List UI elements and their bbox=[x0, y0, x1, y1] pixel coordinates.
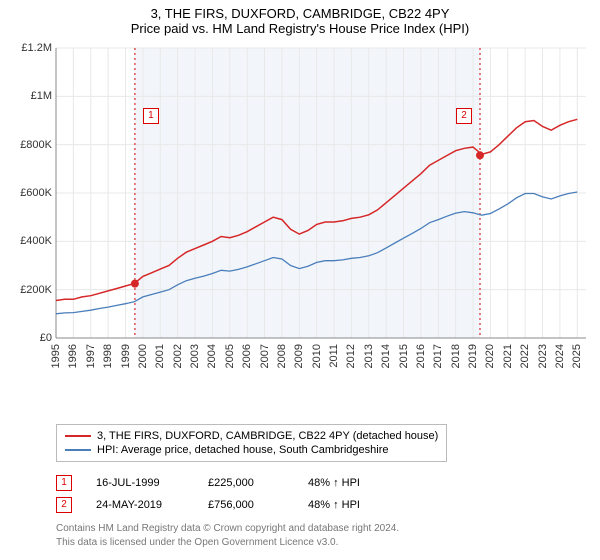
y-tick-label: £400K bbox=[20, 235, 52, 247]
x-tick-label: 2015 bbox=[398, 344, 410, 368]
y-tick-label: £200K bbox=[20, 284, 52, 296]
x-tick-label: 2013 bbox=[363, 344, 375, 368]
legend-swatch bbox=[65, 435, 91, 437]
event-badge: 1 bbox=[143, 108, 159, 124]
footnote-line-2: This data is licensed under the Open Gov… bbox=[56, 536, 590, 550]
y-tick-label: £0 bbox=[40, 332, 52, 344]
x-tick-label: 2003 bbox=[189, 344, 201, 368]
x-tick-label: 2005 bbox=[224, 344, 236, 368]
legend-swatch bbox=[65, 449, 91, 451]
legend-item: 3, THE FIRS, DUXFORD, CAMBRIDGE, CB22 4P… bbox=[65, 429, 438, 443]
chart-container: 3, THE FIRS, DUXFORD, CAMBRIDGE, CB22 4P… bbox=[0, 0, 600, 560]
x-tick-label: 2007 bbox=[259, 344, 271, 368]
data-row-date: 24-MAY-2019 bbox=[96, 499, 208, 511]
x-tick-label: 2014 bbox=[380, 344, 392, 368]
x-tick-label: 2008 bbox=[276, 344, 288, 368]
x-tick-label: 2024 bbox=[554, 344, 566, 368]
data-row-badge: 2 bbox=[56, 497, 72, 513]
data-table: 1 16-JUL-1999£225,00048% ↑ HPI 2 24-MAY-201… bbox=[56, 472, 590, 516]
legend: 3, THE FIRS, DUXFORD, CAMBRIDGE, CB22 4P… bbox=[56, 424, 447, 462]
data-row-price: £756,000 bbox=[208, 499, 308, 511]
legend-item: HPI: Average price, detached house, Sout… bbox=[65, 443, 438, 457]
y-tick-label: £1.2M bbox=[21, 42, 52, 54]
y-axis: £0£200K£400K£600K£800K£1M£1.2M bbox=[10, 48, 56, 338]
data-row: 1 16-JUL-1999£225,00048% ↑ HPI bbox=[56, 472, 590, 494]
x-tick-label: 2025 bbox=[571, 344, 583, 368]
plot-area: 12 bbox=[56, 48, 586, 338]
y-tick-label: £600K bbox=[20, 187, 52, 199]
x-tick-label: 2012 bbox=[345, 344, 357, 368]
x-tick-label: 2009 bbox=[293, 344, 305, 368]
x-tick-label: 2001 bbox=[154, 344, 166, 368]
event-badge: 2 bbox=[456, 108, 472, 124]
x-tick-label: 2023 bbox=[537, 344, 549, 368]
x-tick-label: 1997 bbox=[85, 344, 97, 368]
x-tick-label: 1998 bbox=[102, 344, 114, 368]
x-tick-label: 2004 bbox=[206, 344, 218, 368]
x-tick-label: 2022 bbox=[519, 344, 531, 368]
x-tick-label: 2002 bbox=[172, 344, 184, 368]
x-tick-label: 1999 bbox=[120, 344, 132, 368]
x-tick-label: 2006 bbox=[241, 344, 253, 368]
data-row-date: 16-JUL-1999 bbox=[96, 477, 208, 489]
y-tick-label: £1M bbox=[31, 90, 52, 102]
data-row-price: £225,000 bbox=[208, 477, 308, 489]
x-tick-label: 2016 bbox=[415, 344, 427, 368]
x-tick-label: 2018 bbox=[450, 344, 462, 368]
x-tick-label: 1995 bbox=[50, 344, 62, 368]
footnote-line-1: Contains HM Land Registry data © Crown c… bbox=[56, 522, 590, 536]
x-tick-label: 2000 bbox=[137, 344, 149, 368]
data-row: 2 24-MAY-2019£756,00048% ↑ HPI bbox=[56, 494, 590, 516]
chart-title: 3, THE FIRS, DUXFORD, CAMBRIDGE, CB22 4P… bbox=[10, 6, 590, 21]
x-tick-label: 2021 bbox=[502, 344, 514, 368]
legend-label: 3, THE FIRS, DUXFORD, CAMBRIDGE, CB22 4P… bbox=[97, 430, 438, 442]
plot-svg bbox=[56, 48, 586, 338]
x-tick-label: 2011 bbox=[328, 344, 340, 368]
x-tick-label: 2020 bbox=[484, 344, 496, 368]
chart-area: £0£200K£400K£600K£800K£1M£1.2M 12 199519… bbox=[10, 40, 590, 380]
footnote: Contains HM Land Registry data © Crown c… bbox=[56, 522, 590, 549]
chart-subtitle: Price paid vs. HM Land Registry's House … bbox=[10, 21, 590, 36]
data-row-pct: 48% ↑ HPI bbox=[308, 477, 408, 489]
x-tick-label: 2017 bbox=[432, 344, 444, 368]
x-tick-label: 2019 bbox=[467, 344, 479, 368]
x-tick-label: 2010 bbox=[311, 344, 323, 368]
legend-label: HPI: Average price, detached house, Sout… bbox=[97, 444, 388, 456]
data-row-pct: 48% ↑ HPI bbox=[308, 499, 408, 511]
x-tick-label: 1996 bbox=[67, 344, 79, 368]
data-row-badge: 1 bbox=[56, 475, 72, 491]
y-tick-label: £800K bbox=[20, 139, 52, 151]
